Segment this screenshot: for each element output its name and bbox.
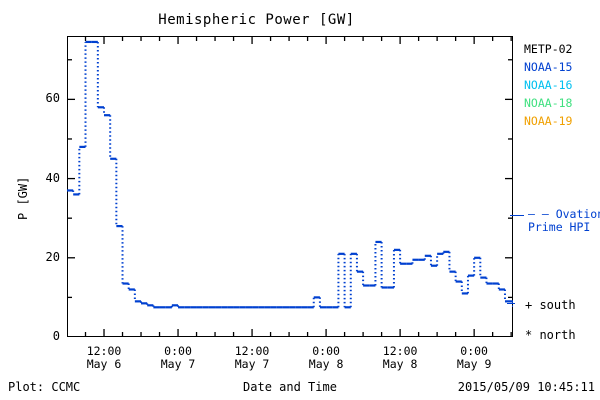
x-tick-label: 12:00 May 7 <box>210 345 294 371</box>
x-tick-label: 12:00 May 6 <box>62 345 146 371</box>
y-tick-label: 0 <box>52 329 60 343</box>
x-axis-label: Date and Time <box>243 380 337 394</box>
ovation-legend-line2: Prime HPI <box>528 220 591 234</box>
y-tick-label: 20 <box>45 249 60 264</box>
x-tick-date: May 9 <box>456 357 492 371</box>
x-tick-date: May 8 <box>382 357 418 371</box>
satellite-legend: METP-02 NOAA-15 NOAA-16 NOAA-18 NOAA-19 <box>524 40 572 130</box>
x-tick-date: May 6 <box>86 357 122 371</box>
ovation-legend: — — Ovation Prime HPI <box>528 208 600 234</box>
south-tick-sample <box>507 303 515 304</box>
plot-frame <box>67 36 513 337</box>
x-tick-label: 0:00 May 7 <box>136 345 220 371</box>
x-tick-time: 0:00 <box>312 344 340 358</box>
page-title: Hemispheric Power [GW] <box>158 12 355 28</box>
plot-credit: Plot: CCMC <box>8 380 81 394</box>
y-tick-label: 40 <box>45 170 60 185</box>
x-tick-label: 0:00 May 9 <box>432 345 516 371</box>
legend-item-noaa-15: NOAA-15 <box>524 60 573 74</box>
legend-item-metp-02: METP-02 <box>524 42 573 56</box>
ovation-legend-line1: — — Ovation <box>528 207 600 221</box>
x-tick-date: May 7 <box>234 357 270 371</box>
x-tick-time: 12:00 <box>234 344 270 358</box>
legend-north: * north <box>525 328 576 342</box>
ovation-dash-sample <box>510 215 524 216</box>
x-tick-time: 12:00 <box>382 344 418 358</box>
x-tick-date: May 8 <box>308 357 344 371</box>
x-tick-time: 0:00 <box>460 344 488 358</box>
legend-item-noaa-19: NOAA-19 <box>524 114 573 128</box>
y-tick-label: 60 <box>45 91 60 106</box>
legend-south: + south <box>525 298 576 312</box>
x-tick-date: May 7 <box>160 357 196 371</box>
x-tick-time: 12:00 <box>86 344 122 358</box>
legend-item-noaa-16: NOAA-16 <box>524 78 573 92</box>
timestamp: 2015/05/09 10:45:11 <box>457 380 595 394</box>
plot-canvas <box>67 36 513 337</box>
x-tick-label: 12:00 May 8 <box>358 345 442 371</box>
x-tick-time: 0:00 <box>164 344 192 358</box>
x-tick-label: 0:00 May 8 <box>284 345 368 371</box>
legend-item-noaa-18: NOAA-18 <box>524 96 573 110</box>
